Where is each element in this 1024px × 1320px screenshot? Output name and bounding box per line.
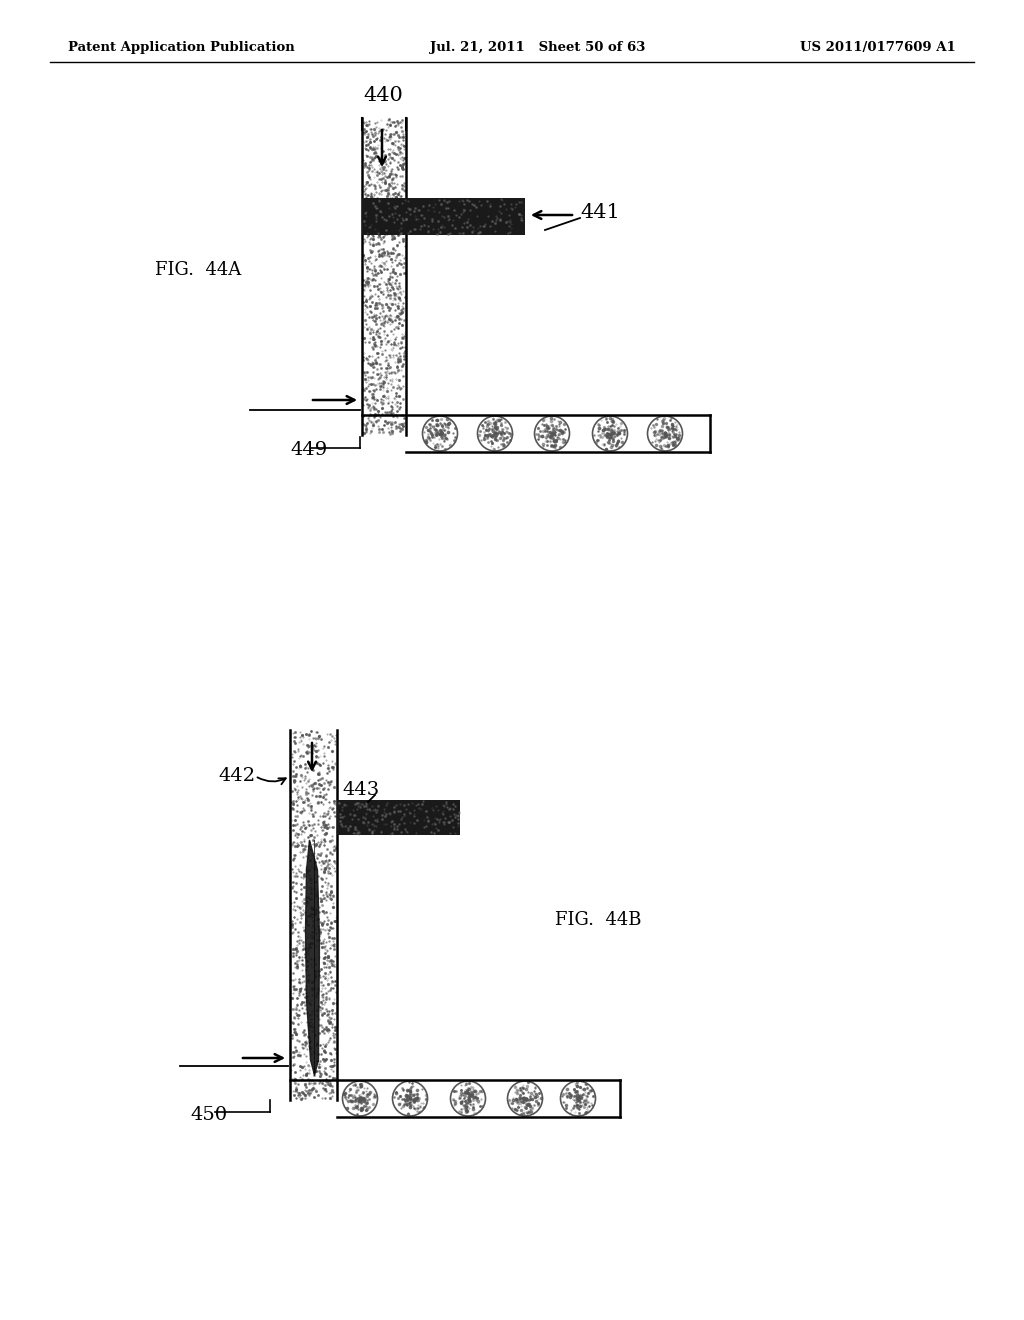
- Circle shape: [535, 416, 569, 451]
- Circle shape: [342, 1081, 378, 1115]
- Bar: [290, 730, 337, 1100]
- Text: 440: 440: [364, 86, 402, 106]
- Bar: [337, 800, 460, 836]
- Polygon shape: [305, 840, 319, 1074]
- Circle shape: [593, 416, 628, 451]
- Text: 443: 443: [342, 781, 379, 799]
- Text: 441: 441: [580, 203, 620, 223]
- Circle shape: [392, 1081, 427, 1115]
- Text: Patent Application Publication: Patent Application Publication: [68, 41, 295, 54]
- Circle shape: [647, 416, 683, 451]
- Circle shape: [423, 416, 458, 451]
- Text: 442: 442: [218, 767, 255, 785]
- Text: 449: 449: [290, 441, 328, 459]
- Bar: [362, 198, 525, 235]
- Text: FIG.  44A: FIG. 44A: [155, 261, 242, 279]
- Text: 450: 450: [190, 1106, 227, 1125]
- Bar: [362, 117, 406, 436]
- Circle shape: [508, 1081, 543, 1115]
- Text: FIG.  44B: FIG. 44B: [555, 911, 641, 929]
- Text: Jul. 21, 2011   Sheet 50 of 63: Jul. 21, 2011 Sheet 50 of 63: [430, 41, 645, 54]
- Circle shape: [560, 1081, 596, 1115]
- Text: US 2011/0177609 A1: US 2011/0177609 A1: [800, 41, 956, 54]
- Circle shape: [477, 416, 512, 451]
- Circle shape: [451, 1081, 485, 1115]
